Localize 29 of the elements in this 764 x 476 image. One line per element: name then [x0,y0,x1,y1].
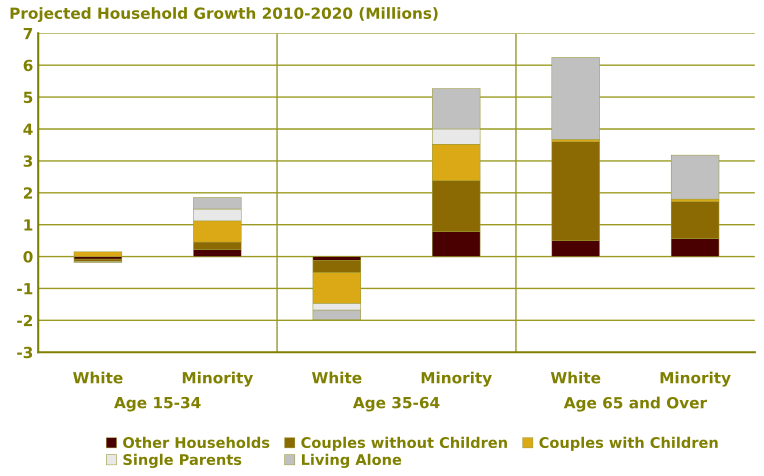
y-tick-label: 3 [24,155,32,167]
text: Age 35-64 [352,396,440,412]
legend-label: Couples without Children [301,436,507,451]
x-tick-label: White [550,372,600,384]
y-tick-label: 1 [24,219,32,230]
x-tick-label: Minority [660,372,731,387]
y-tick-label: 4 [23,124,33,135]
chart-title: Projected Household Growth 2010-2020 (Millions) [10,7,438,22]
text: Age 15-34 [114,396,201,412]
y-tick-label: -2 [17,314,32,326]
y-tick-label: -1 [17,283,32,294]
legend-label: Single Parents [123,454,242,468]
x-tick-label: White [73,372,122,384]
y-tick-label: 0 [23,251,33,263]
bar [74,252,122,257]
legend-label: Other Households [123,436,270,448]
legend-label: Living Alone [302,454,402,468]
y-tick-label: 6 [24,60,33,72]
bar [552,57,600,140]
x-tick-label: Minority [182,372,254,387]
x-tick-label: White [312,372,362,384]
y-tick-label: 5 [24,92,32,104]
y-tick-label: 7 [24,28,32,40]
text: Age 65 and Over [564,396,707,412]
y-tick-label: -3 [17,346,32,358]
legend-label: Couples with Children [539,436,718,451]
bar [670,154,720,200]
x-tick-label: Minority [422,372,492,387]
y-tick-label: 2 [24,187,32,199]
